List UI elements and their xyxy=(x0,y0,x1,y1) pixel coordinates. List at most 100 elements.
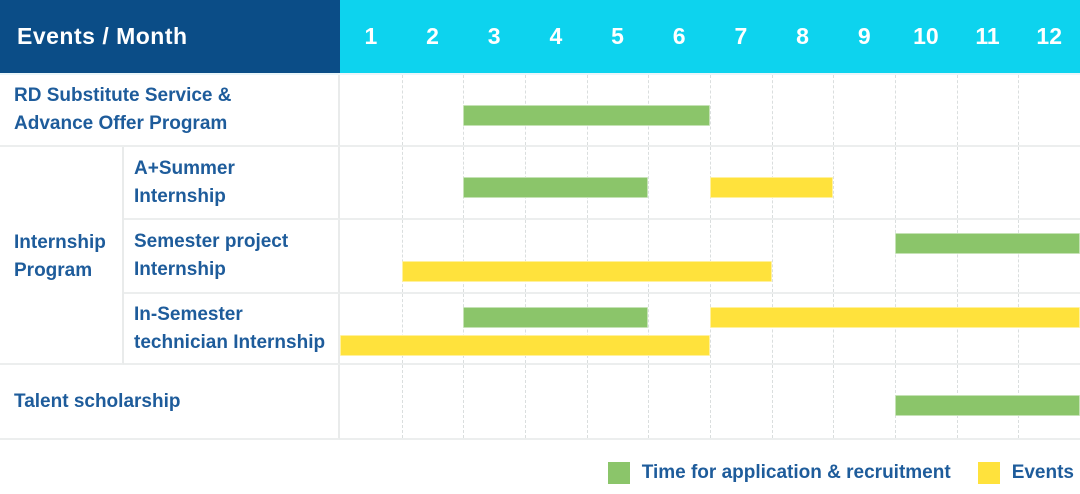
month-gridline xyxy=(895,75,896,145)
group-label: Internship Program xyxy=(14,232,106,281)
month-gridline xyxy=(401,75,403,145)
table-row: Internship Program Semester project Intern… xyxy=(0,220,1080,294)
gantt-bar-application xyxy=(895,395,1080,416)
gantt-track xyxy=(340,294,1080,365)
month-gridline xyxy=(710,365,711,438)
row-label: Internship xyxy=(134,259,226,280)
month-gridline xyxy=(1018,220,1020,292)
gantt-bar-application xyxy=(463,307,649,328)
group-label-cell: Internship Program xyxy=(0,220,124,294)
month-gridline xyxy=(710,220,711,292)
month-header-cell: 5 xyxy=(611,23,624,49)
group-label-cell xyxy=(0,147,124,220)
row-label: Advance Offer Program xyxy=(14,113,228,134)
month-header-cell: 10 xyxy=(913,23,939,49)
month-gridline xyxy=(956,75,958,145)
month-gridline xyxy=(401,220,403,292)
month-gridline xyxy=(895,220,896,292)
month-header-cell: 9 xyxy=(857,23,871,49)
month-gridline xyxy=(463,365,465,438)
group-label-cell xyxy=(0,294,124,365)
month-gridline xyxy=(401,365,403,438)
row-label-cell: Talent scholarship xyxy=(0,365,340,440)
month-header-cell: 4 xyxy=(549,23,563,49)
row-label: A+Summer xyxy=(134,157,235,179)
month-gridline xyxy=(895,294,896,363)
month-gridline xyxy=(1018,294,1020,363)
row-label-cell: In-Semester technician Internship xyxy=(124,294,340,365)
gantt-bar-application xyxy=(463,177,649,198)
month-header-cell: 11 xyxy=(975,23,1000,49)
month-gridline xyxy=(833,75,835,145)
header-row: Events / Month 1 2 3 4 5 6 7 8 9 10 11 12 xyxy=(0,0,1080,75)
gantt-bar-events xyxy=(710,177,834,198)
row-label: Semester project xyxy=(134,231,289,252)
row-label: Talent scholarship xyxy=(14,390,181,412)
gantt-bar-events xyxy=(710,307,1080,328)
table-row: In-Semester technician Internship xyxy=(0,294,1080,365)
row-label-cell: A+Summer Internship xyxy=(124,147,340,220)
month-gridline xyxy=(648,365,650,438)
row-label-cell: Semester project Internship xyxy=(124,220,340,294)
month-gridline xyxy=(525,365,526,438)
month-gridline xyxy=(586,220,588,292)
month-gridline xyxy=(771,220,773,292)
month-header-cell: 1 xyxy=(364,23,378,49)
table-row: A+Summer Internship xyxy=(0,147,1080,220)
gantt-bar-application xyxy=(463,105,710,126)
month-gridline xyxy=(525,220,526,292)
month-gridline xyxy=(956,294,958,363)
month-gridline xyxy=(1018,75,1020,145)
month-gridline xyxy=(586,294,588,363)
row-label: technician Internship xyxy=(134,331,326,353)
month-header-cell: 6 xyxy=(672,23,686,49)
legend-swatch-application xyxy=(607,462,630,484)
row-label: Internship xyxy=(134,185,226,207)
month-header-cell: 8 xyxy=(796,23,809,49)
month-gridline xyxy=(833,294,835,363)
month-gridline xyxy=(710,294,711,363)
month-gridline xyxy=(648,294,650,363)
month-gridline xyxy=(833,147,835,218)
month-gridline xyxy=(833,365,835,438)
month-gridline xyxy=(771,365,773,438)
month-gridline xyxy=(833,220,835,292)
legend-item-application: Time for application & recruitment xyxy=(607,462,951,484)
month-gridline xyxy=(463,294,465,363)
month-gridline xyxy=(771,294,773,363)
month-gridline xyxy=(463,220,465,292)
month-gridline xyxy=(771,75,773,145)
gantt-bar-application xyxy=(895,233,1080,254)
legend-swatch-events xyxy=(977,462,1000,484)
row-label: RD Substitute Service & xyxy=(14,85,232,106)
gantt-bar-events xyxy=(401,261,772,282)
month-gridline xyxy=(401,294,403,363)
gantt-bar-events xyxy=(340,335,710,356)
month-gridline xyxy=(525,294,526,363)
gantt-track xyxy=(340,365,1080,440)
legend-item-events: Events xyxy=(977,462,1074,484)
month-gridline xyxy=(648,147,650,218)
row-label: In-Semester xyxy=(134,303,243,325)
gantt-track xyxy=(340,220,1080,294)
month-gridline xyxy=(710,75,711,145)
month-gridline xyxy=(401,147,403,218)
legend-label: Events xyxy=(1011,462,1074,483)
table-body: RD Substitute Service & Advance Offer Pro… xyxy=(0,75,1080,440)
month-gridline xyxy=(895,147,896,218)
month-header: 1 2 3 4 5 6 7 8 9 10 11 12 xyxy=(340,0,1080,73)
table-title: Events / Month xyxy=(0,0,340,73)
table-row: Talent scholarship xyxy=(0,365,1080,440)
month-gridline xyxy=(956,147,958,218)
legend: Time for application & recruitment Events xyxy=(0,440,1080,494)
month-header-cell: 12 xyxy=(1036,23,1063,49)
month-gridline xyxy=(586,365,588,438)
month-gridline xyxy=(648,220,650,292)
gantt-track xyxy=(340,147,1080,220)
gantt-track xyxy=(340,75,1080,147)
month-header-cell: 2 xyxy=(426,23,439,49)
month-gridline xyxy=(1018,147,1020,218)
row-label-cell: RD Substitute Service & Advance Offer Pro… xyxy=(0,75,340,147)
legend-label: Time for application & recruitment xyxy=(641,462,951,483)
